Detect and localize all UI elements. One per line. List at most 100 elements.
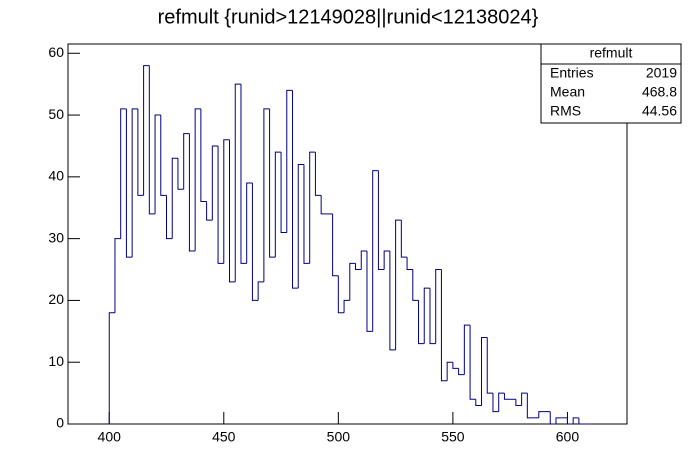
stats-title: refmult	[590, 45, 633, 61]
plot-frame	[67, 43, 628, 425]
histogram-bin	[481, 336, 488, 406]
stats-box	[540, 43, 682, 124]
histogram-bin	[446, 361, 453, 381]
histogram-bin	[143, 65, 150, 196]
histogram-bin	[452, 362, 459, 369]
y-tick-label: 10	[48, 353, 64, 369]
y-tick-label: 50	[48, 106, 64, 122]
histogram-bin	[521, 392, 528, 406]
x-tick-label: 600	[556, 429, 580, 445]
histogram-bin	[555, 417, 562, 424]
histogram-bin	[503, 393, 511, 400]
histogram-bin	[429, 288, 436, 345]
histogram-bin	[223, 139, 230, 264]
histogram-bin	[177, 158, 184, 190]
histogram-bin	[343, 299, 350, 313]
histogram-bin	[229, 139, 236, 283]
histogram-bin	[349, 262, 356, 301]
histogram-bin	[469, 325, 476, 400]
histogram-bin	[148, 65, 156, 215]
histogram-bin	[137, 108, 144, 196]
histogram-bin	[366, 250, 373, 332]
histogram-bin	[194, 108, 201, 251]
y-tick-label: 60	[48, 44, 64, 60]
histogram-bin	[578, 417, 585, 425]
histogram-bin	[303, 164, 310, 264]
histogram-bin	[154, 114, 161, 214]
histogram-bin	[263, 108, 270, 282]
histogram-bin	[440, 269, 448, 382]
histogram-bin	[120, 108, 127, 239]
histogram-bin	[337, 275, 345, 314]
histogram-bin	[257, 281, 264, 301]
y-tick-label: 20	[48, 291, 64, 307]
histogram-bin	[572, 417, 579, 424]
histogram-bin	[114, 238, 121, 313]
histogram-bin	[332, 213, 339, 277]
histogram-bin	[492, 393, 499, 413]
x-tick-label: 400	[98, 429, 122, 445]
histogram-bin	[286, 89, 293, 233]
chart-title: refmult {runid>12149028||runid<12138024}	[158, 6, 539, 28]
histogram-bin	[423, 287, 430, 344]
histogram-bin	[188, 133, 196, 252]
histogram-bin	[435, 269, 442, 344]
x-tick-label: 550	[441, 429, 465, 445]
histogram-bin	[458, 368, 465, 376]
histogram-bin	[269, 108, 276, 258]
histogram-bin	[171, 157, 178, 239]
histogram-bin	[314, 152, 322, 196]
histogram-bin	[246, 182, 253, 264]
histogram-bin	[206, 201, 213, 221]
stats-value: 468.8	[642, 84, 677, 100]
histogram-bin	[360, 250, 367, 270]
histogram-bin	[412, 269, 419, 301]
histogram-bin	[297, 163, 304, 289]
histogram-bin	[217, 145, 224, 264]
histogram-bin	[515, 399, 522, 406]
stats-label: Mean	[550, 84, 585, 100]
histogram-bin	[377, 170, 385, 271]
histogram-bin	[372, 170, 379, 332]
histogram-bin	[406, 257, 413, 271]
histogram-bin	[166, 195, 173, 240]
stats-value: 2019	[646, 65, 677, 81]
y-tick-label: 40	[48, 168, 64, 184]
histogram-bin	[320, 195, 327, 215]
histogram-bin	[549, 411, 556, 425]
y-tick-label: 0	[56, 415, 64, 431]
histogram-bin	[131, 108, 138, 258]
histogram-bin	[418, 300, 425, 345]
y-tick-label: 30	[48, 229, 64, 245]
histogram-bin	[486, 337, 493, 394]
histogram-bin	[538, 411, 545, 418]
histogram-bin	[211, 145, 219, 221]
histogram-bin	[475, 399, 482, 406]
histogram-bin	[526, 393, 534, 419]
histogram-bin	[395, 219, 402, 350]
histogram-bin	[309, 151, 316, 264]
stats-label: Entries	[550, 65, 594, 81]
histogram-bin	[274, 151, 282, 258]
histogram-bin	[251, 183, 259, 301]
histogram-bin	[498, 392, 505, 412]
histogram-bin	[240, 84, 247, 264]
histogram-bin	[200, 108, 207, 203]
histogram-bin	[183, 133, 190, 190]
stats-value: 44.56	[642, 103, 677, 119]
x-tick-label: 500	[327, 429, 351, 445]
histogram-bin	[108, 312, 115, 424]
histogram-bin	[234, 83, 241, 282]
histogram-bin	[383, 250, 390, 270]
histogram-bin	[463, 324, 471, 375]
stats-label: RMS	[550, 103, 581, 119]
histogram-bin	[125, 108, 133, 258]
x-tick-label: 450	[212, 429, 236, 445]
histogram-bin	[355, 263, 362, 271]
histogram-bin	[160, 115, 167, 196]
histogram-bin	[292, 90, 299, 289]
histogram-bin	[389, 250, 396, 351]
histogram-bin	[566, 417, 574, 425]
